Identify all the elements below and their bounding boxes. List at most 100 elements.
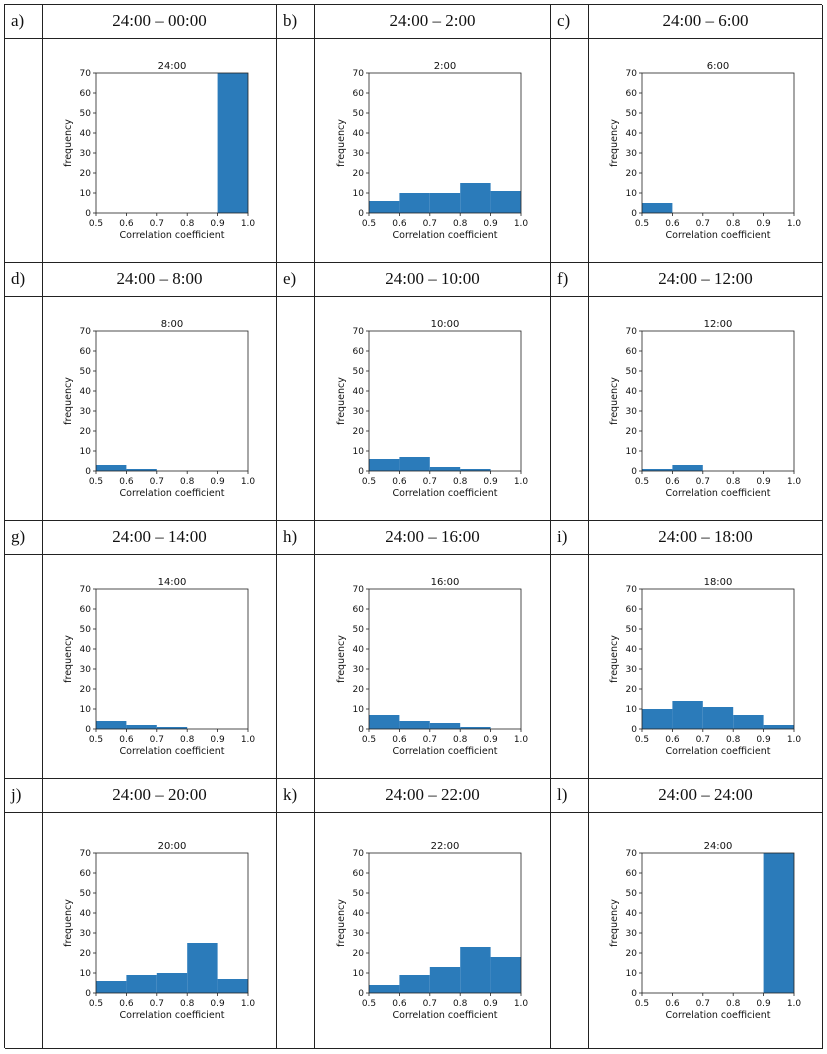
y-tick-label: 70 bbox=[79, 327, 91, 337]
panel-title: 24:00 – 22:00 bbox=[315, 779, 551, 813]
blank-cell bbox=[551, 297, 589, 521]
histogram-chart: 24:00 0 10 20 30 40 50 60 70 0.5 0.6 0.7 0.8 0.9 1.0 Co… bbox=[609, 841, 801, 1021]
x-axis-label: Correlation coefficient bbox=[119, 488, 224, 499]
x-tick-label: 0.5 bbox=[88, 219, 102, 229]
y-tick-label: 30 bbox=[352, 407, 364, 417]
x-tick-label: 0.7 bbox=[695, 735, 709, 745]
y-tick-label: 60 bbox=[625, 89, 637, 99]
y-tick-label: 70 bbox=[79, 585, 91, 595]
y-tick-label: 20 bbox=[625, 169, 637, 179]
y-tick-label: 20 bbox=[79, 169, 91, 179]
y-tick-label: 20 bbox=[625, 685, 637, 695]
blank-cell bbox=[277, 297, 315, 521]
x-tick-label: 0.9 bbox=[210, 477, 225, 487]
histogram-chart: 6:00 0 10 20 30 40 50 60 70 0.5 0.6 0.7 0.8 0.9 1.0 Cor… bbox=[609, 61, 801, 241]
chart-title: 2:00 bbox=[433, 61, 455, 72]
histogram-bar bbox=[641, 468, 672, 471]
y-tick-label: 30 bbox=[625, 665, 637, 675]
x-tick-label: 0.5 bbox=[634, 219, 648, 229]
x-tick-label: 0.7 bbox=[149, 219, 163, 229]
histogram-bar bbox=[429, 466, 460, 471]
y-tick-label: 10 bbox=[625, 447, 637, 457]
histogram-chart: 16:00 0 10 20 30 40 50 60 70 0.5 0.6 0.7 0.8 0.9 1.0 Co… bbox=[336, 577, 528, 757]
y-tick-label: 10 bbox=[625, 189, 637, 199]
x-tick-label: 0.6 bbox=[392, 219, 407, 229]
panel-title: 24:00 – 00:00 bbox=[43, 5, 277, 39]
x-tick-label: 0.5 bbox=[634, 477, 648, 487]
histogram-bar bbox=[125, 974, 157, 993]
histogram-bar bbox=[490, 956, 521, 993]
x-tick-label: 0.6 bbox=[392, 735, 407, 745]
histogram-bar bbox=[732, 714, 764, 729]
x-tick-label: 0.6 bbox=[392, 477, 407, 487]
x-tick-label: 0.7 bbox=[422, 219, 436, 229]
y-tick-label: 50 bbox=[79, 367, 91, 377]
x-tick-label: 1.0 bbox=[513, 999, 528, 1009]
x-tick-label: 0.8 bbox=[453, 477, 468, 487]
plot-frame bbox=[368, 72, 521, 213]
x-tick-label: 0.5 bbox=[634, 999, 648, 1009]
histogram-chart: 10:00 0 10 20 30 40 50 60 70 0.5 0.6 0.7 0.8 0.9 1.0 Co… bbox=[336, 319, 528, 499]
histogram-chart: 14:00 0 10 20 30 40 50 60 70 0.5 0.6 0.7 0.8 0.9 1.0 Co… bbox=[63, 577, 255, 757]
panel-title: 24:00 – 2:00 bbox=[315, 5, 551, 39]
blank-cell bbox=[5, 297, 43, 521]
x-tick-label: 0.7 bbox=[695, 477, 709, 487]
histogram-bar bbox=[641, 708, 672, 729]
y-axis-label: frequency bbox=[336, 898, 347, 946]
y-tick-label: 0 bbox=[85, 989, 91, 999]
y-tick-label: 70 bbox=[352, 849, 364, 859]
x-tick-label: 1.0 bbox=[786, 219, 801, 229]
x-tick-label: 1.0 bbox=[786, 735, 801, 745]
y-tick-label: 40 bbox=[625, 387, 637, 397]
x-axis-label: Correlation coefficient bbox=[392, 488, 497, 499]
x-tick-label: 0.7 bbox=[695, 219, 709, 229]
blank-cell bbox=[551, 555, 589, 779]
y-tick-label: 0 bbox=[631, 725, 637, 735]
x-axis-label: Correlation coefficient bbox=[665, 230, 770, 241]
y-axis-label: frequency bbox=[609, 118, 620, 166]
x-tick-label: 0.8 bbox=[180, 999, 195, 1009]
panel-title: 24:00 – 24:00 bbox=[589, 779, 823, 813]
histogram-bar bbox=[217, 72, 248, 213]
y-tick-label: 50 bbox=[625, 109, 637, 119]
panel-letter: h) bbox=[277, 521, 315, 555]
y-axis-label: frequency bbox=[609, 634, 620, 682]
x-tick-label: 0.6 bbox=[392, 999, 407, 1009]
y-tick-label: 70 bbox=[625, 69, 637, 79]
y-tick-label: 70 bbox=[625, 849, 637, 859]
y-axis-label: frequency bbox=[63, 376, 74, 424]
y-tick-label: 20 bbox=[352, 427, 364, 437]
chart-title: 14:00 bbox=[157, 577, 186, 588]
chart-panel: 24:00 0 10 20 30 40 50 60 70 0.5 0.6 0.7 0.8 0.9 1.0 Co… bbox=[589, 813, 823, 1049]
y-tick-label: 50 bbox=[352, 109, 364, 119]
x-tick-label: 0.7 bbox=[149, 477, 163, 487]
histogram-bar bbox=[763, 852, 794, 993]
plot-frame bbox=[368, 330, 521, 471]
y-tick-label: 40 bbox=[625, 645, 637, 655]
x-tick-label: 0.7 bbox=[149, 735, 163, 745]
x-axis-label: Correlation coefficient bbox=[665, 488, 770, 499]
y-tick-label: 10 bbox=[352, 189, 364, 199]
y-tick-label: 20 bbox=[625, 427, 637, 437]
x-tick-label: 0.9 bbox=[756, 999, 771, 1009]
chart-panel: 8:00 0 10 20 30 40 50 60 70 0.5 0.6 0.7 0.8 0.9 1.0 Cor… bbox=[43, 297, 277, 521]
histogram-bar bbox=[217, 978, 248, 993]
chart-panel: 14:00 0 10 20 30 40 50 60 70 0.5 0.6 0.7 0.8 0.9 1.0 Co… bbox=[43, 555, 277, 779]
x-tick-label: 1.0 bbox=[513, 219, 528, 229]
chart-panel: 10:00 0 10 20 30 40 50 60 70 0.5 0.6 0.7 0.8 0.9 1.0 Co… bbox=[315, 297, 551, 521]
chart-title: 16:00 bbox=[430, 577, 459, 588]
x-tick-label: 0.6 bbox=[665, 477, 680, 487]
x-axis-label: Correlation coefficient bbox=[392, 230, 497, 241]
y-tick-label: 10 bbox=[79, 969, 91, 979]
histogram-chart: 2:00 0 10 20 30 40 50 60 70 0.5 0.6 0.7 0.8 0.9 1.0 Cor… bbox=[336, 61, 528, 241]
x-tick-label: 0.6 bbox=[119, 477, 134, 487]
histogram-bar bbox=[156, 726, 187, 729]
histogram-bar bbox=[702, 706, 733, 729]
y-axis-label: frequency bbox=[609, 376, 620, 424]
panel-title: 24:00 – 6:00 bbox=[589, 5, 823, 39]
chart-title: 18:00 bbox=[703, 577, 732, 588]
y-tick-label: 50 bbox=[352, 889, 364, 899]
histogram-bar bbox=[368, 458, 399, 471]
x-axis-label: Correlation coefficient bbox=[119, 1010, 224, 1021]
x-tick-label: 0.5 bbox=[88, 477, 102, 487]
